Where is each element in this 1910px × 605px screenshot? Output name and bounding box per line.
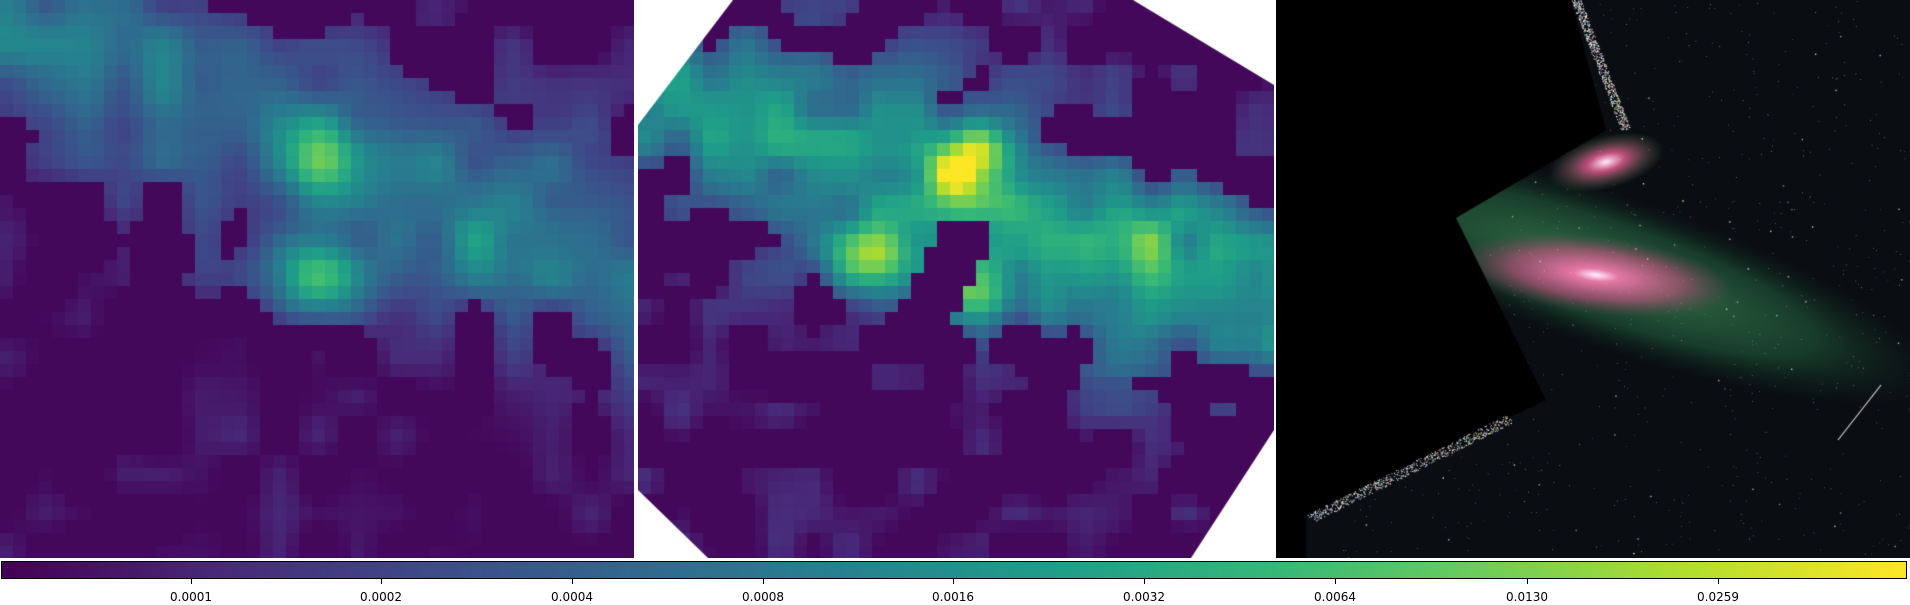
colorbar-tick-label: 0.0064 — [1314, 590, 1356, 604]
colorbar-tick-label: 0.0002 — [360, 590, 402, 604]
colorbar-tick-label: 0.0130 — [1506, 590, 1548, 604]
colorbar-tick-label: 0.0004 — [551, 590, 593, 604]
left-pixel-map-canvas — [0, 0, 634, 558]
middle-pixel-map-canvas — [638, 0, 1274, 558]
colorbar-tick — [191, 579, 192, 584]
colorbar-tick — [572, 579, 573, 584]
right-galaxy-image — [1276, 0, 1910, 558]
colorbar-tick — [1527, 579, 1528, 584]
colorbar-ticks: 0.0001 0.0002 0.0004 0.0008 0.0016 0.003… — [0, 579, 1910, 605]
colorbar-tick — [1335, 579, 1336, 584]
colorbar-tick — [763, 579, 764, 584]
colorbar-tick — [953, 579, 954, 584]
colorbar-tick-label: 0.0016 — [932, 590, 974, 604]
middle-rotated-pixel-map — [638, 0, 1274, 558]
colorbar-tick — [381, 579, 382, 584]
colorbar-tick — [1718, 579, 1719, 584]
colorbar-tick-label: 0.0008 — [742, 590, 784, 604]
colorbar-tick-label: 0.0259 — [1697, 590, 1739, 604]
colorbar-tick-label: 0.0032 — [1123, 590, 1165, 604]
left-pixel-map — [0, 0, 634, 558]
galaxy-image-canvas — [1276, 0, 1910, 558]
image-panels — [0, 0, 1910, 558]
colorbar-tick-label: 0.0001 — [170, 590, 212, 604]
colorbar — [1, 561, 1907, 579]
colorbar-tick — [1144, 579, 1145, 584]
